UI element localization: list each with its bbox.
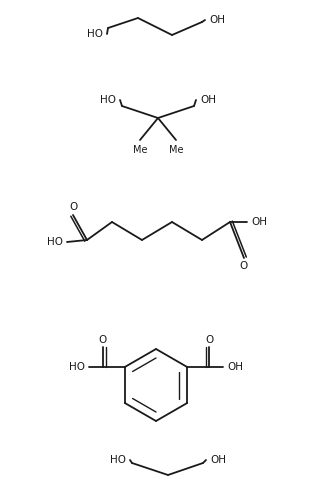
Text: OH: OH: [200, 95, 216, 105]
Text: OH: OH: [209, 15, 225, 25]
Text: HO: HO: [87, 29, 103, 39]
Text: OH: OH: [227, 362, 243, 372]
Text: O: O: [205, 335, 213, 345]
Text: OH: OH: [210, 455, 226, 465]
Text: O: O: [99, 335, 107, 345]
Text: HO: HO: [110, 455, 126, 465]
Text: HO: HO: [47, 237, 63, 247]
Text: HO: HO: [100, 95, 116, 105]
Text: O: O: [69, 202, 77, 212]
Text: OH: OH: [251, 217, 267, 227]
Text: O: O: [240, 261, 248, 271]
Text: HO: HO: [69, 362, 85, 372]
Text: Me: Me: [133, 145, 147, 155]
Text: Me: Me: [169, 145, 183, 155]
